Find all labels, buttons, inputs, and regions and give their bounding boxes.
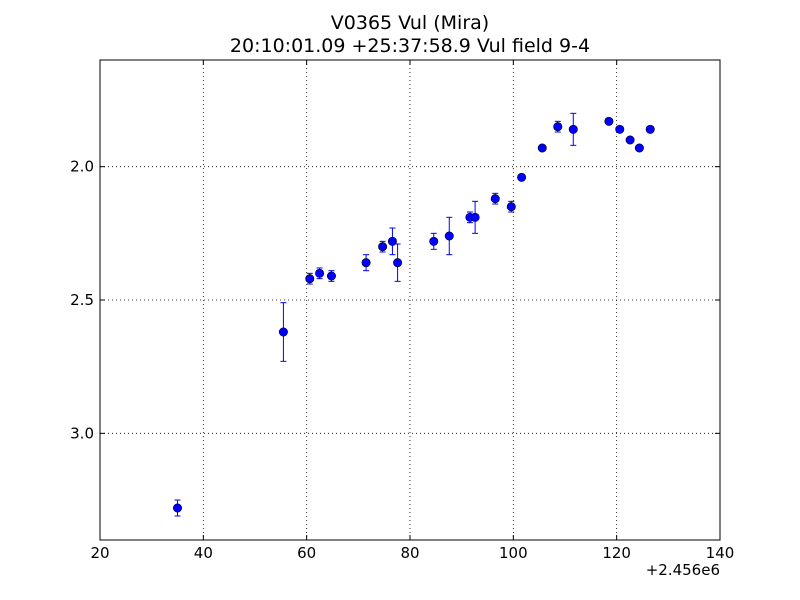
data-point [387,236,397,246]
data-point [645,124,655,134]
y-tick-label: 2.5 [70,291,94,309]
x-tick-label: 80 [400,544,419,562]
data-point [517,172,527,182]
axis-ticks: 20 40 60 80 100 120 140 2.0 2.5 3.0 [70,60,734,562]
data-point [378,242,388,252]
grid [100,60,720,540]
data-point [568,124,578,134]
data-point [490,194,500,204]
data-point [604,116,614,126]
data-point [470,212,480,222]
x-offset-label: +2.456e6 [646,561,720,579]
x-tick-label: 60 [297,544,316,562]
data-point [634,143,644,153]
y-tick-label: 2.0 [70,158,94,176]
data-point [429,236,439,246]
x-tick-label: 40 [194,544,213,562]
data-point [506,202,516,212]
x-tick-label: 140 [706,544,735,562]
data-point [537,143,547,153]
data-point [553,122,563,132]
data-point [315,268,325,278]
data-points [173,112,655,517]
plot-frame [99,59,721,541]
y-tick-label: 3.0 [70,424,94,442]
chart-subtitle: 20:10:01.09 +25:37:58.9 Vul field 9-4 [230,35,590,57]
data-point [625,135,635,145]
data-point [444,231,454,241]
data-point [278,327,288,337]
data-point [615,124,625,134]
data-point [361,258,371,268]
data-point [393,258,403,268]
data-point [173,503,183,513]
x-tick-label: 20 [90,544,109,562]
data-point [305,274,315,284]
data-point [326,271,336,281]
x-tick-label: 120 [602,544,631,562]
chart-title: V0365 Vul (Mira) [331,12,489,34]
x-tick-label: 100 [499,544,528,562]
